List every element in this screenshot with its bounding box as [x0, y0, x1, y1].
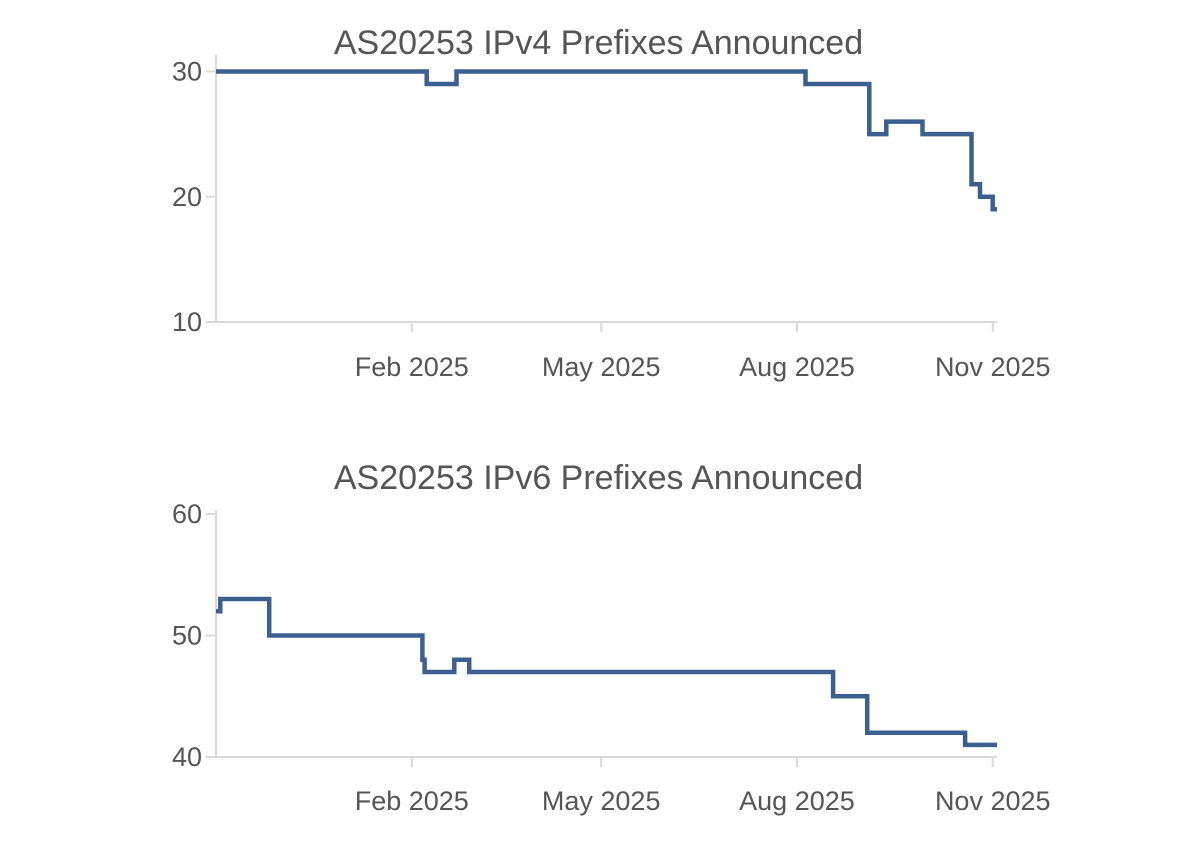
ipv4-y-tick-label: 30 — [172, 57, 202, 87]
ipv6-x-tick-label: Feb 2025 — [355, 786, 469, 816]
ipv4-chart: AS20253 IPv4 Prefixes Announced 10 20 30 Feb… — [172, 24, 1051, 382]
ipv6-y-tick-label: 40 — [172, 742, 202, 772]
ipv4-chart-title: AS20253 IPv4 Prefixes Announced — [334, 24, 863, 62]
ipv6-chart: AS20253 IPv6 Prefixes Announced 40 50 60 Feb… — [172, 459, 1051, 816]
ipv4-y-tick-label: 10 — [172, 307, 202, 337]
ipv6-y-tick-label: 60 — [172, 499, 202, 529]
ipv4-x-tick-label: May 2025 — [542, 352, 661, 382]
ipv6-x-tick-label: Aug 2025 — [739, 786, 855, 816]
ipv6-chart-title: AS20253 IPv6 Prefixes Announced — [334, 459, 863, 497]
ipv4-x-tick-label: Aug 2025 — [739, 352, 855, 382]
ipv6-x-tick-label: May 2025 — [542, 786, 661, 816]
ipv6-x-tick-label: Nov 2025 — [935, 786, 1051, 816]
ipv6-y-tick-label: 50 — [172, 621, 202, 651]
ipv6-series-line — [216, 596, 997, 748]
ipv4-series-line — [216, 69, 997, 212]
ipv4-y-tick-label: 20 — [172, 182, 202, 212]
ipv4-x-tick-label: Feb 2025 — [355, 352, 469, 382]
ipv4-x-tick-label: Nov 2025 — [935, 352, 1051, 382]
